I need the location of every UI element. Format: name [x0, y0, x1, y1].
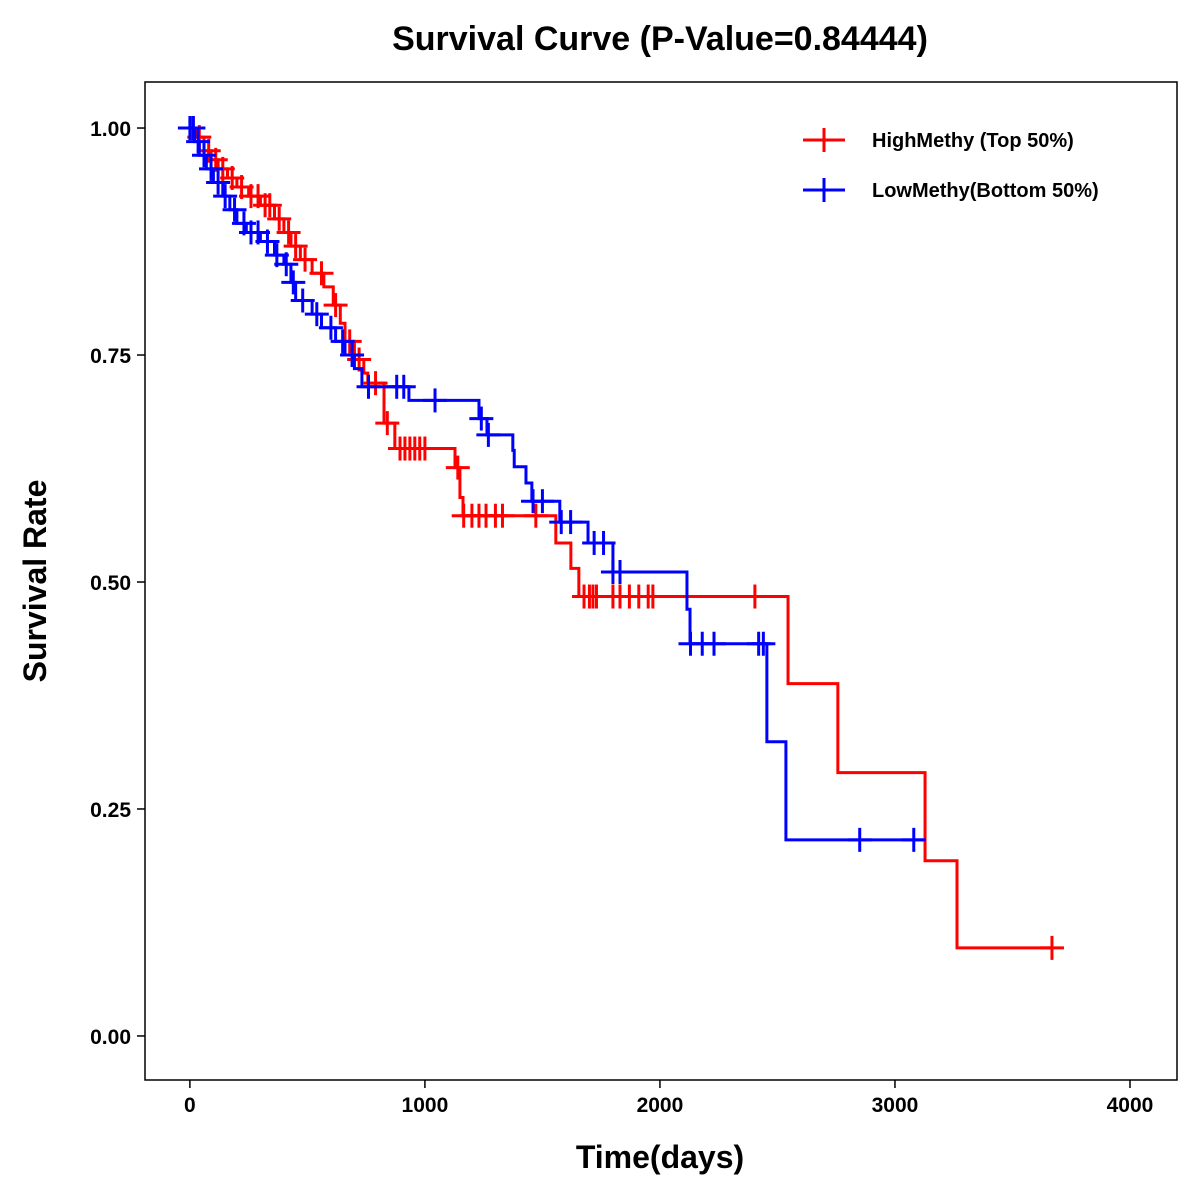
x-tick-label: 2000: [637, 1094, 684, 1117]
y-tick-label: 0.00: [90, 1026, 131, 1049]
axes: 0 1000 2000 3000 4000 0.00 0.25 0.50 0.75 1.00: [90, 118, 1153, 1117]
y-axis-label: Survival Rate: [17, 480, 53, 683]
y-tick-label: 0.25: [90, 799, 131, 822]
x-tick-label: 0: [184, 1094, 196, 1117]
chart-title: Survival Curve (P-Value=0.84444): [392, 20, 928, 58]
legend-low-label: LowMethy(Bottom 50%): [872, 180, 1099, 202]
y-tick-label: 0.75: [90, 345, 131, 368]
plot-frame: [144, 81, 1178, 1081]
legend-high-label: HighMethy (Top 50%): [872, 130, 1074, 152]
legend: HighMethy (Top 50%) LowMethy(Bottom 50%): [803, 128, 1099, 202]
low-methy-curve: [189, 126, 924, 842]
x-axis-label: Time(days): [576, 1139, 744, 1175]
x-tick-label: 3000: [872, 1094, 919, 1117]
high-methy-curve: [189, 126, 1052, 950]
y-tick-label: 1.00: [90, 118, 131, 141]
x-tick-label: 1000: [402, 1094, 449, 1117]
series-layer: [177, 116, 1064, 960]
y-tick-label: 0.50: [90, 572, 131, 595]
x-tick-label: 4000: [1107, 1094, 1154, 1117]
